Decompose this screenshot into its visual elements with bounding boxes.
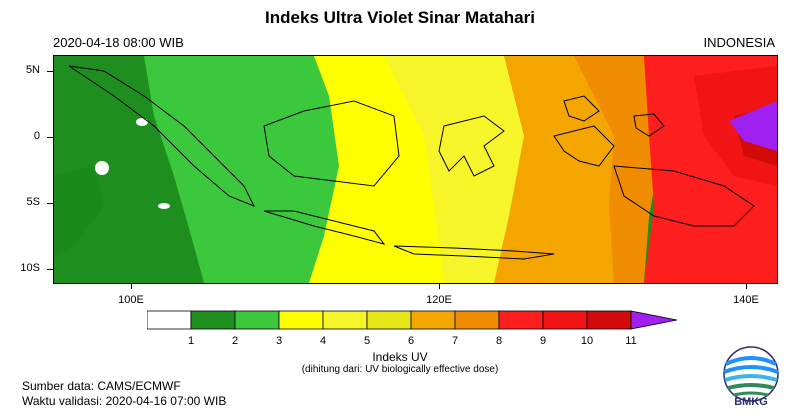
colorbar-segment [278, 310, 324, 330]
uv-colorbar [147, 310, 678, 330]
forecast-datetime: 2020-04-18 08:00 WIB [53, 35, 184, 50]
colorbar-label: 9 [539, 335, 547, 347]
colorbar-label: 3 [275, 335, 283, 347]
colorbar-segment [366, 310, 412, 330]
lat-tick-5s: 5S [26, 196, 40, 208]
lon-tick-mark [439, 283, 440, 289]
colorbar-segment [586, 310, 632, 330]
colorbar-label: 5 [363, 335, 371, 347]
colorbar-segment [542, 310, 588, 330]
lon-tick-mark [746, 283, 747, 289]
colorbar-title: Indeks UV [372, 350, 428, 364]
lon-tick-120e: 120E [426, 294, 452, 306]
map-title: Indeks Ultra Violet Sinar Matahari [265, 8, 535, 27]
lon-tick-mark [131, 283, 132, 289]
colorbar-label: 2 [231, 335, 239, 347]
validation-time: Waktu validasi: 2020-04-16 07:00 WIB [22, 394, 227, 408]
colorbar-label: 11 [625, 335, 637, 347]
region-label: INDONESIA [703, 35, 775, 50]
data-source: Sumber data: CAMS/ECMWF [22, 379, 181, 393]
lat-tick-mark [47, 71, 53, 72]
lon-tick-140e: 140E [733, 294, 759, 306]
colorbar-label: 4 [319, 335, 327, 347]
colorbar-segment [454, 310, 500, 330]
colorbar-segment [234, 310, 280, 330]
colorbar-segment [190, 310, 236, 330]
colorbar-segment [410, 310, 456, 330]
lat-tick-mark [47, 137, 53, 138]
colorbar-label: 8 [495, 335, 503, 347]
colorbar-segment [322, 310, 368, 330]
lat-tick-mark [47, 269, 53, 270]
colorbar-label: 10 [580, 335, 594, 347]
lat-tick-5n: 5N [25, 64, 40, 76]
colorbar-segment [147, 310, 192, 330]
colorbar-label: 6 [407, 335, 415, 347]
logo-text: BMKG [734, 396, 768, 408]
bmkg-logo-icon [723, 346, 779, 402]
lat-tick-mark [47, 203, 53, 204]
lon-tick-100e: 100E [118, 294, 144, 306]
colorbar-segment [498, 310, 544, 330]
uv-index-map [53, 55, 778, 284]
lat-tick-10s: 10S [20, 262, 40, 274]
colorbar-arrow [630, 310, 678, 330]
colorbar-label: 7 [451, 335, 459, 347]
lat-tick-0: 0 [33, 130, 40, 142]
colorbar-subtitle: (dihitung dari: UV biologically effectiv… [301, 364, 499, 375]
colorbar-label: 1 [187, 335, 195, 347]
